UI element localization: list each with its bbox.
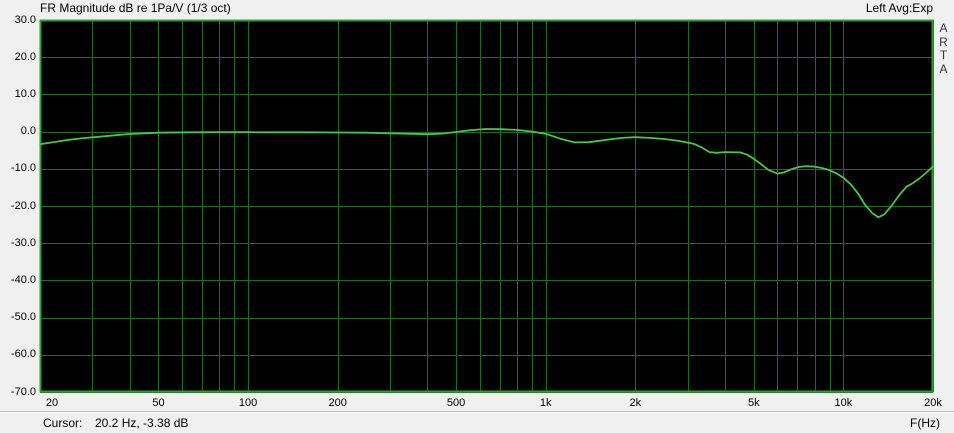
arta-letter: A bbox=[939, 21, 948, 35]
statusbar-divider bbox=[0, 411, 954, 412]
fr-curve-left bbox=[39, 128, 934, 219]
y-tick-label: -70.0 bbox=[10, 385, 36, 398]
channel-average-label: Left Avg:Exp bbox=[865, 1, 933, 15]
x-axis-unit-label: F(Hz) bbox=[910, 416, 940, 430]
y-tick-label: 10.0 bbox=[14, 87, 36, 100]
plot-title: FR Magnitude dB re 1Pa/V (1/3 oct) bbox=[40, 1, 231, 15]
x-tick-label: 20k bbox=[924, 397, 942, 409]
y-tick-label: 0.0 bbox=[20, 125, 36, 138]
y-tick-label: 20.0 bbox=[14, 50, 36, 63]
x-tick-label: 2k bbox=[629, 397, 642, 409]
x-tick-label: 20 bbox=[45, 397, 59, 409]
y-tick-label: -30.0 bbox=[10, 236, 36, 249]
status-bar: Cursor: 20.2 Hz, -3.38 dB F(Hz) bbox=[0, 412, 954, 433]
cursor-label: Cursor: bbox=[43, 416, 83, 430]
y-tick-label: -40.0 bbox=[10, 273, 36, 286]
x-tick-label: 5k bbox=[747, 397, 760, 409]
x-tick-label: 100 bbox=[238, 397, 258, 409]
arta-letter: T bbox=[939, 48, 948, 62]
x-tick-label: 500 bbox=[446, 397, 466, 409]
x-tick-label: 10k bbox=[834, 397, 853, 409]
x-tick-label: 1k bbox=[539, 397, 552, 409]
cursor-readout: 20.2 Hz, -3.38 dB bbox=[95, 416, 189, 430]
x-tick-label: 200 bbox=[328, 397, 347, 409]
y-tick-label: 30.0 bbox=[14, 13, 36, 26]
y-tick-label: -60.0 bbox=[10, 348, 36, 361]
arta-letter: A bbox=[939, 61, 948, 76]
arta-letter: R bbox=[939, 34, 948, 49]
x-tick-label: 50 bbox=[152, 397, 165, 409]
y-tick-label: -10.0 bbox=[10, 162, 36, 175]
plot-frame bbox=[39, 19, 934, 393]
y-tick-label: -50.0 bbox=[10, 311, 36, 324]
y-tick-label: -20.0 bbox=[10, 199, 36, 212]
